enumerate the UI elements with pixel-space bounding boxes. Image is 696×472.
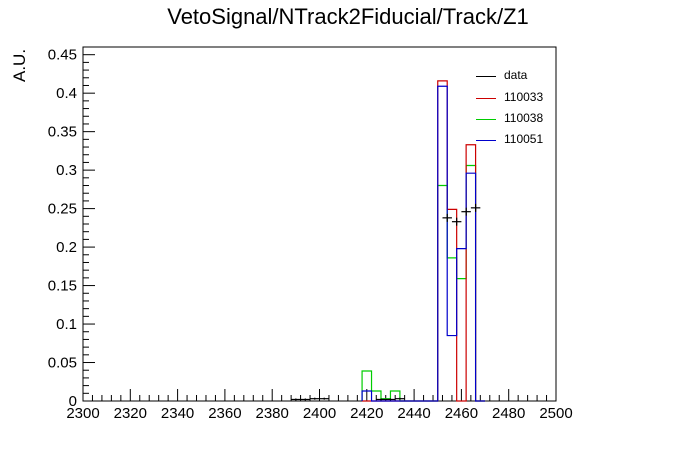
- legend-swatch-110033: [476, 98, 496, 99]
- y-tick-label: 0.4: [56, 85, 77, 102]
- legend: data 110033 110038 110051: [472, 64, 568, 150]
- legend-swatch-110038: [476, 119, 496, 120]
- y-tick-label: 0.35: [48, 124, 77, 141]
- x-tick-label: 2480: [492, 405, 525, 422]
- legend-item-110033: 110033: [472, 88, 568, 106]
- legend-item-data: data: [472, 66, 568, 84]
- x-tick-label: 2420: [350, 405, 383, 422]
- y-tick-label: 0.15: [48, 278, 77, 295]
- x-tick-label: 2380: [256, 405, 289, 422]
- y-tick-label: 0.05: [48, 355, 77, 372]
- y-axis-label: A.U.: [10, 48, 29, 82]
- legend-item-110038: 110038: [472, 109, 568, 127]
- x-tick-label: 2360: [208, 405, 241, 422]
- legend-label-110038: 110038: [504, 111, 544, 125]
- legend-label-data: data: [504, 68, 528, 82]
- x-tick-label: 2400: [303, 405, 336, 422]
- x-tick-label: 2440: [397, 405, 430, 422]
- x-tick-label: 2500: [539, 405, 572, 422]
- histogram-110051: [361, 85, 486, 402]
- y-tick-label: 0.25: [48, 201, 77, 218]
- y-tick-label: 0.2: [56, 239, 77, 256]
- legend-item-110051: 110051: [472, 130, 568, 148]
- x-tick-label: 2340: [161, 405, 194, 422]
- y-tick-label: 0: [69, 393, 77, 410]
- legend-swatch-data: [476, 76, 496, 77]
- legend-swatch-110051: [476, 140, 496, 141]
- x-tick-label: 2320: [114, 405, 147, 422]
- x-tick-label: 2300: [66, 405, 99, 422]
- y-tick-label: 0.1: [56, 316, 77, 333]
- legend-label-110051: 110051: [504, 132, 544, 146]
- chart-title: VetoSignal/NTrack2Fiducial/Track/Z1: [167, 4, 529, 29]
- y-tick-label: 0.45: [48, 47, 77, 64]
- legend-label-110033: 110033: [504, 90, 544, 104]
- x-tick-label: 2460: [445, 405, 478, 422]
- y-tick-label: 0.3: [56, 162, 77, 179]
